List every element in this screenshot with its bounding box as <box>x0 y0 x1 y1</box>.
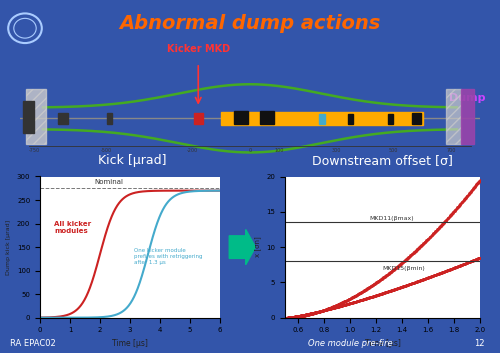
Text: Abnormal dump actions: Abnormal dump actions <box>120 14 380 33</box>
Bar <box>222 112 422 125</box>
Bar <box>319 114 325 124</box>
Text: One kicker module
prefires with retriggering
after 1.3 μs: One kicker module prefires with retrigge… <box>134 249 202 265</box>
Bar <box>234 111 248 124</box>
Text: -500: -500 <box>100 149 112 154</box>
Bar <box>412 113 422 124</box>
Text: 12: 12 <box>474 339 485 348</box>
Text: -750: -750 <box>29 149 40 154</box>
Text: One module pre-fire: One module pre-fire <box>308 339 392 348</box>
Bar <box>462 89 474 144</box>
Bar <box>446 89 462 144</box>
Bar <box>23 101 34 133</box>
Text: MKD11(βmax): MKD11(βmax) <box>370 216 414 221</box>
Text: Downstream offset [σ]: Downstream offset [σ] <box>312 154 453 167</box>
FancyArrow shape <box>229 229 256 265</box>
Text: 700: 700 <box>446 149 456 154</box>
Bar <box>106 113 112 124</box>
Y-axis label: Dump kick [μrad]: Dump kick [μrad] <box>6 220 11 275</box>
Bar <box>260 111 274 124</box>
Text: 0: 0 <box>248 149 252 154</box>
Y-axis label: x [σn]: x [σn] <box>254 237 260 257</box>
X-axis label: Time [μs]: Time [μs] <box>112 339 148 348</box>
Bar <box>194 113 202 124</box>
Text: Kick [μrad]: Kick [μrad] <box>98 154 167 167</box>
Text: Kicker MKD: Kicker MKD <box>166 44 230 54</box>
Bar <box>26 89 46 144</box>
Text: 500: 500 <box>389 149 398 154</box>
Text: All kicker
modules: All kicker modules <box>54 221 92 234</box>
Text: 100: 100 <box>274 149 283 154</box>
Text: RA EPAC02: RA EPAC02 <box>10 339 56 348</box>
Bar <box>348 114 353 124</box>
Text: -200: -200 <box>187 149 198 154</box>
Bar <box>58 113 68 124</box>
Bar <box>388 114 394 124</box>
Text: Nominal: Nominal <box>94 179 123 185</box>
Text: MKD15(βmin): MKD15(βmin) <box>382 266 425 271</box>
Text: Dump: Dump <box>449 93 486 103</box>
X-axis label: Time [μs]: Time [μs] <box>364 339 400 348</box>
Text: 300: 300 <box>332 149 341 154</box>
